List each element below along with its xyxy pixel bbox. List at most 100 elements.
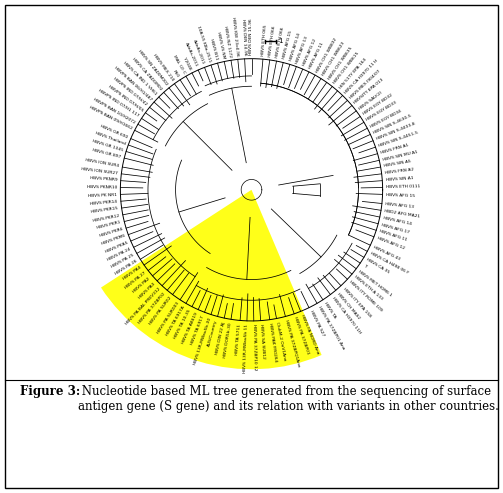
Text: HBVS CH1 WB623: HBVS CH1 WB623 [321, 41, 346, 77]
Text: HBVS AFG 13: HBVS AFG 13 [296, 35, 309, 64]
Text: HBVS AFG 11: HBVS AFG 11 [379, 230, 408, 242]
Text: HBVPS IND 07/H/42: HBVPS IND 07/H/42 [113, 77, 148, 106]
Wedge shape [101, 190, 321, 369]
Text: HBVS TA A8619: HBVS TA A8619 [181, 312, 199, 345]
Text: HBVS PA 37ZBP10 12: HBVS PA 37ZBP10 12 [252, 324, 257, 371]
Text: HBVS PA SUR02: HBVS PA SUR02 [148, 296, 172, 326]
Text: HBVS SIN MU A1: HBVS SIN MU A1 [382, 149, 418, 162]
Text: 10A-55 KBa-2511: 10A-55 KBa-2511 [196, 25, 212, 63]
Text: HBVS CH1 WB832: HBVS CH1 WB832 [315, 37, 338, 73]
Text: HBVS PA 37ZBPQ1Ana: HBVS PA 37ZBPQ1Ana [284, 319, 301, 367]
Text: HBVS MEX 210: HBVS MEX 210 [152, 54, 174, 82]
Text: HBVS CH1 WB615: HBVS CH1 WB615 [333, 51, 360, 85]
Text: HBVS NZ 1172: HBVS NZ 1172 [223, 25, 232, 57]
Text: HBVS EGY BD34: HBVS EGY BD34 [369, 108, 402, 128]
Text: HBVS FRN A2: HBVS FRN A2 [385, 168, 414, 176]
Text: HBVSITY EPA 013: HBVSITY EPA 013 [353, 78, 385, 105]
Text: HBVS ION SUR4: HBVS ION SUR4 [85, 159, 119, 169]
Text: HBVS PA 24: HBVS PA 24 [107, 247, 131, 262]
Text: HBVS CA H498 06 F: HBVS CA H498 06 F [369, 251, 409, 275]
Text: HBVS SN ZAD0M002: HBVS SN ZAD0M002 [137, 49, 169, 86]
Text: AdeAs-2011: AdeAs-2011 [184, 42, 199, 68]
Text: MAL (2) C: MAL (2) C [172, 54, 186, 74]
Text: HBVS PA2: HBVS PA2 [132, 277, 151, 294]
Text: HBVS PKR1: HBVS PKR1 [97, 220, 121, 230]
Text: HBVS DIN 22 AJ: HBVS DIN 22 AJ [215, 321, 225, 354]
Text: ClubM-2 OeV1Ana: ClubM-2 OeV1Ana [275, 321, 287, 361]
Text: HBVS MEX I904/07: HBVS MEX I904/07 [349, 69, 381, 100]
Text: HBVPS IND 07/H/05: HBVPS IND 07/H/05 [107, 84, 144, 112]
Text: AdeAs-2011: AdeAs-2011 [192, 39, 205, 65]
Text: HBVS EGY BD33: HBVS EGY BD33 [366, 101, 398, 122]
Text: HBVS TA 6917: HBVS TA 6917 [190, 315, 205, 345]
Text: P60: P60 [172, 69, 180, 78]
Text: HBVS AFG 11: HBVS AFG 11 [309, 42, 325, 70]
Text: T: T [362, 263, 366, 268]
Text: HBVS ITY EPA 158: HBVS ITY EPA 158 [342, 287, 371, 318]
Text: HBVS FA NORD Ana: HBVS FA NORD Ana [300, 314, 319, 354]
Text: HBVS SA SUB12: HBVS SA SUB12 [259, 324, 265, 359]
Text: HBVS PK NR1: HBVS PK NR1 [88, 192, 117, 198]
Text: HBVS PA S27: HBVS PA S27 [309, 310, 324, 337]
Text: HBVS TA 6917A: HBVS TA 6917A [165, 305, 186, 337]
Text: HBVS SIN S-4433-8: HBVS SIN S-4433-8 [376, 122, 415, 141]
Text: HBVS CA H3970 11 H: HBVS CA H3970 11 H [344, 58, 379, 94]
Text: HBVS AFG 15: HBVS AFG 15 [282, 31, 293, 60]
Text: HBVS 13R-MWau5b-30: HBVS 13R-MWau5b-30 [193, 317, 212, 365]
Text: HBVS 13R-MWau5b 11: HBVS 13R-MWau5b 11 [243, 324, 249, 373]
Text: HBVS CA ZADOM02: HBVS CA ZADOM02 [131, 57, 163, 91]
Text: HBVS PKR15: HBVS PKR15 [91, 207, 119, 214]
Text: HBVPS BAN 10/H2072: HBVPS BAN 10/H2072 [93, 97, 136, 124]
Text: HBVS DEN 14-96: HBVS DEN 14-96 [240, 19, 246, 56]
Text: HBVS DEN 15-96: HBVS DEN 15-96 [249, 19, 254, 55]
Text: HBVS AFG 15: HBVS AFG 15 [386, 192, 415, 198]
Text: HBVS GR 897: HBVS GR 897 [92, 148, 121, 159]
Text: HBVS SIN S-4630-5: HBVS SIN S-4630-5 [373, 113, 412, 135]
Text: HBVS PKA5: HBVS PKA5 [105, 241, 128, 254]
Text: HBVS PA 37ZBP01 Ana: HBVS PA 37ZBP01 Ana [317, 305, 345, 350]
Text: HBD2 AFG MA21: HBD2 AFG MA21 [384, 209, 421, 218]
Text: HBVS PA 25: HBVS PA 25 [110, 253, 135, 269]
Text: HBVS AFG 13: HBVS AFG 13 [385, 202, 414, 209]
Text: HBVS PKR6: HBVS PKR6 [99, 227, 123, 238]
Text: HBVS PA 26: HBVS PA 26 [115, 259, 138, 277]
Text: HBVS PA BAL PREV312: HBVS PA BAL PREV312 [125, 287, 161, 326]
Text: HBVS PA 27: HBVS PA 27 [124, 271, 147, 290]
Text: HBVS PA SUR003: HBVS PA SUR003 [156, 302, 180, 335]
Text: HBVS PKR14: HBVS PKR14 [90, 200, 118, 206]
Text: HBVS SIN A1: HBVS SIN A1 [386, 176, 413, 182]
Text: HBVS AFG 12: HBVS AFG 12 [376, 236, 405, 250]
Text: HBVS ITY ROME 109: HBVS ITY ROME 109 [349, 280, 383, 313]
Text: HBVS TA 5711: HBVS TA 5711 [235, 324, 242, 355]
Text: HBVS MET HOM6 1: HBVS MET HOM6 1 [358, 269, 393, 297]
Text: HBVPS IND 07/H1 117: HBVPS IND 07/H1 117 [98, 89, 140, 118]
Text: HBVS EGY BD32: HBVS EGY BD32 [362, 93, 393, 116]
Text: HBVS CA IND 1 VH61: HBVS CA IND 1 VH61 [123, 61, 158, 96]
Text: HBVS VS NM: HBVS VS NM [216, 31, 225, 59]
Text: HBVS FRN A1: HBVS FRN A1 [380, 143, 409, 155]
Text: Figure 3:: Figure 3: [20, 385, 80, 397]
Text: HIN 51TY EPA 164: HIN 51TY EPA 164 [339, 57, 367, 90]
Text: HBVS PAK FR0264: HBVS PAK FR0264 [268, 323, 278, 362]
Text: HBVS CH1 WB635: HBVS CH1 WB635 [327, 46, 353, 81]
Text: HBVS SAU(2): HBVS SAU(2) [358, 90, 383, 110]
Text: HBVS PKNR10: HBVS PKNR10 [87, 185, 117, 189]
Text: AUS/Country: AUS/Country [208, 319, 219, 347]
Text: Y2048: Y2048 [183, 57, 192, 71]
Text: HBVS ETH 066: HBVS ETH 066 [275, 27, 285, 58]
Text: HBVS CA H3970 11H: HBVS CA H3970 11H [331, 296, 361, 334]
Text: HBVS Thailand: HBVS Thailand [94, 131, 126, 145]
Text: HBVS GR 690: HBVS GR 690 [100, 124, 128, 139]
Text: HBVS PKR12: HBVS PKR12 [93, 213, 120, 223]
Text: HBVS PA 37ZBP02: HBVS PA 37ZBP02 [138, 292, 166, 324]
Text: HBVS ETH A 133: HBVS ETH A 133 [353, 275, 383, 301]
Text: HBVS TA 10-35: HBVS TA 10-35 [174, 309, 192, 340]
Text: HBVS AFG 12: HBVS AFG 12 [302, 38, 317, 67]
Text: HBVS PA3: HBVS PA3 [138, 282, 156, 300]
Text: HBVS ETH 065: HBVS ETH 065 [261, 24, 268, 56]
Text: HBVS KW 23x4-96: HBVS KW 23x4-96 [231, 16, 239, 56]
Text: HBVS GR 1345: HBVS GR 1345 [92, 139, 123, 152]
Text: HBVS ION SUR27: HBVS ION SUR27 [81, 167, 118, 176]
Text: HBVS AFG 14: HBVS AFG 14 [289, 33, 301, 62]
Text: HBVS SIN S-4451-5: HBVS SIN S-4451-5 [378, 131, 419, 148]
